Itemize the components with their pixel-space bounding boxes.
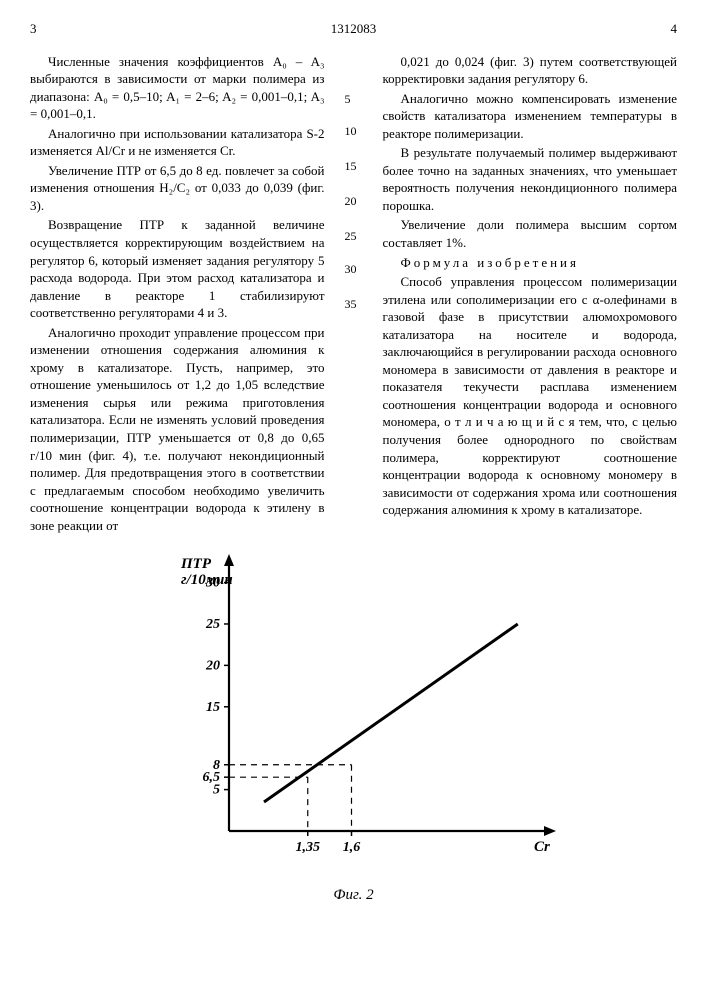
page-num-left: 3 <box>30 20 37 38</box>
svg-text:15: 15 <box>206 700 220 715</box>
formula-title: Формула изобретения <box>383 254 678 272</box>
svg-text:Cr: Cr <box>534 839 550 855</box>
figure-caption: Фиг. 2 <box>30 885 677 905</box>
para: В результате получаемый полимер выдержив… <box>383 144 678 214</box>
right-column: 0,021 до 0,024 (фиг. 3) путем соответств… <box>383 53 678 537</box>
para: Аналогично проходит управление процессом… <box>30 324 325 535</box>
svg-text:20: 20 <box>205 659 220 674</box>
svg-text:1,35: 1,35 <box>295 840 320 855</box>
formula-body: Способ управления процессом полимеризаци… <box>383 273 678 519</box>
line-number: 5 <box>345 91 351 107</box>
figure-2: 56,58152025301,351,6ПТРг/10минCr Фиг. 2 <box>30 551 677 905</box>
svg-text:1,6: 1,6 <box>342 840 360 855</box>
line-number: 25 <box>345 228 357 244</box>
line-number: 35 <box>345 296 357 312</box>
svg-text:8: 8 <box>213 758 220 773</box>
line-number: 30 <box>345 261 357 277</box>
doc-number: 1312083 <box>331 20 377 38</box>
svg-text:25: 25 <box>205 617 220 632</box>
para: Возвращение ПТР к заданной величине осущ… <box>30 216 325 321</box>
left-column: Численные значения коэффициентов A₀ – A₃… <box>30 53 325 537</box>
para: 0,021 до 0,024 (фиг. 3) путем соответств… <box>383 53 678 88</box>
para: Увеличение доли полимера высшим сортом с… <box>383 216 678 251</box>
chart-svg: 56,58152025301,351,6ПТРг/10минCr <box>144 551 564 881</box>
line-number: 10 <box>345 123 357 139</box>
para: Аналогично при использовании катализатор… <box>30 125 325 160</box>
line-number-gutter: 5 10 15 20 25 30 35 <box>345 53 363 537</box>
svg-text:ПТРг/10мин: ПТРг/10мин <box>180 556 233 588</box>
para: Увеличение ПТР от 6,5 до 8 ед. повлечет … <box>30 162 325 215</box>
line-number: 15 <box>345 158 357 174</box>
line-number: 20 <box>345 193 357 209</box>
para: Численные значения коэффициентов A₀ – A₃… <box>30 53 325 123</box>
para: Аналогично можно компенсировать изменени… <box>383 90 678 143</box>
page-num-right: 4 <box>671 20 678 38</box>
